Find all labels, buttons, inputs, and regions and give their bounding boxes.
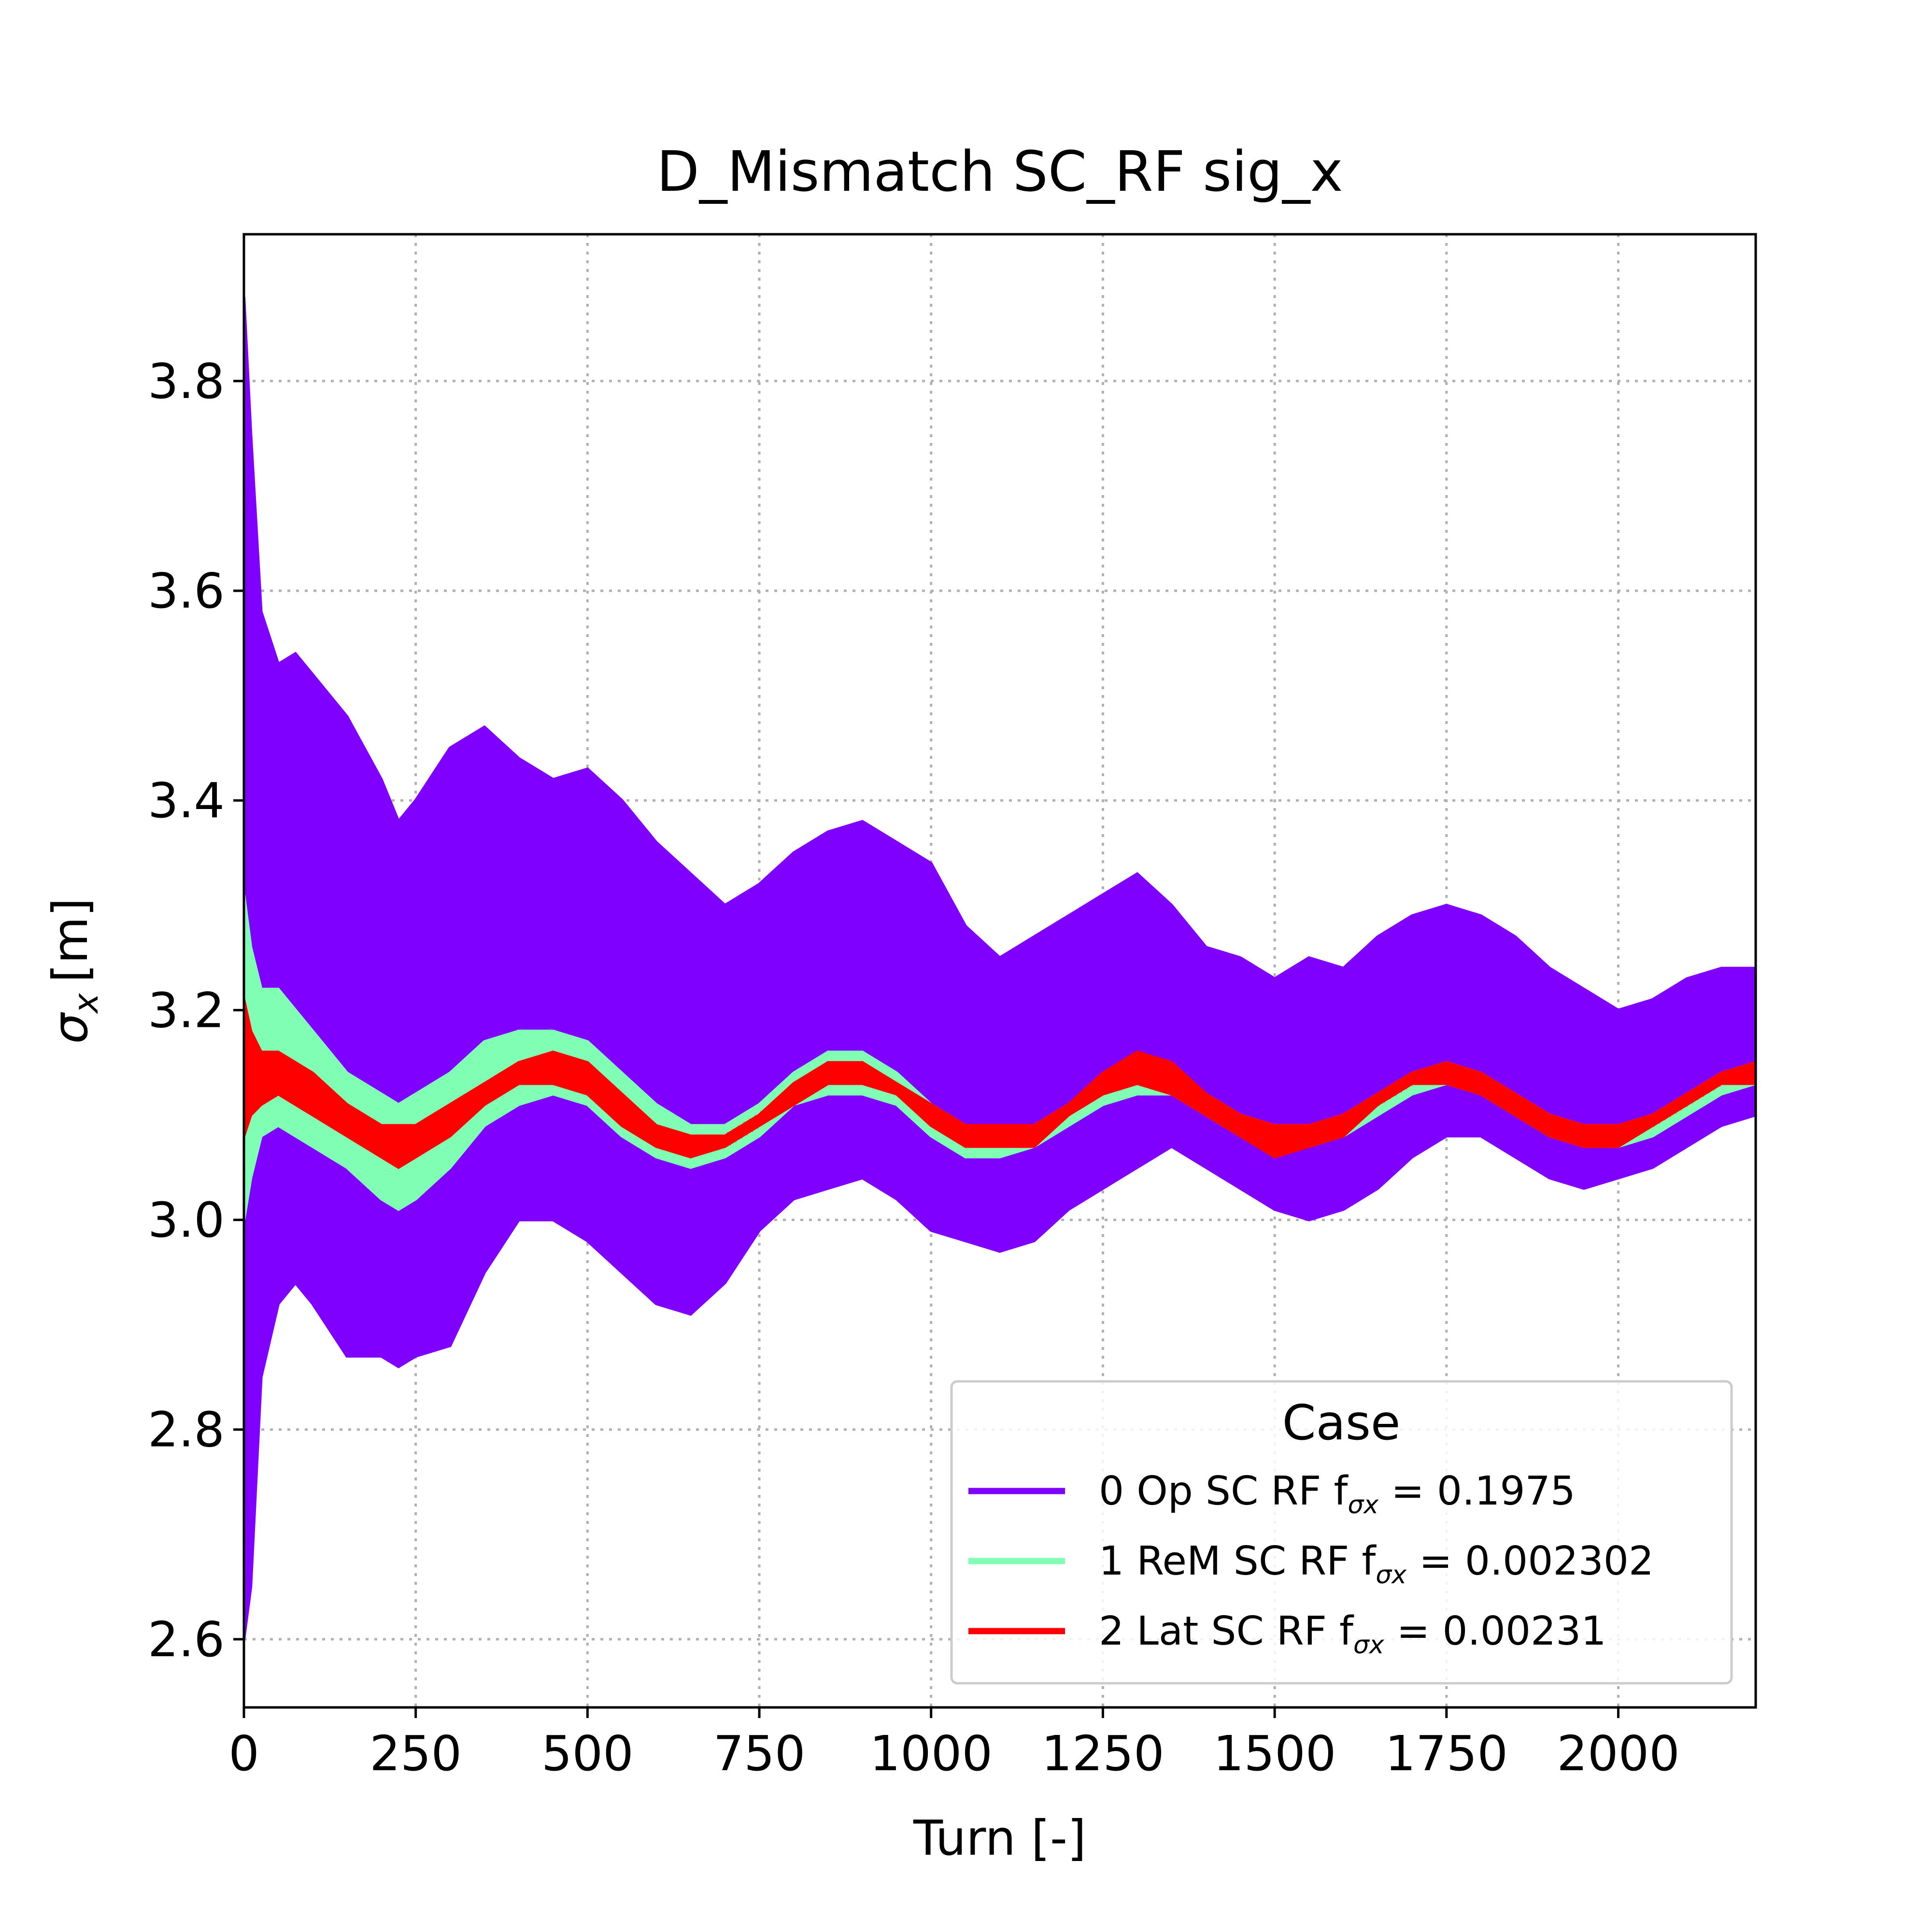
- x-tick-label: 1750: [1385, 1725, 1508, 1782]
- y-tick-label: 3.4: [148, 772, 225, 829]
- x-tick-label: 750: [713, 1725, 806, 1782]
- y-ticks: 2.6 2.8 3.0 3.2 3.4 3.6 3.8: [148, 353, 244, 1668]
- x-axis-label: Turn [-]: [913, 1810, 1086, 1866]
- series-layer: [244, 297, 1756, 1640]
- series-band-2: [244, 999, 1756, 1169]
- legend-box: [950, 1380, 1733, 1685]
- legend-label-1: 1 ReM SC RF fσx = 0.002302: [1099, 1538, 1654, 1590]
- svg-text:σx[m]: σx [m]: [42, 898, 106, 1044]
- x-tick-label: 500: [541, 1725, 634, 1782]
- y-tick-label: 2.8: [148, 1402, 225, 1458]
- legend-label-2: 2 Lat SC RF fσx = 0.00231: [1099, 1608, 1606, 1660]
- series-line-0: [244, 297, 1756, 1624]
- legend-entries: 0 Op SC RF fσx = 0.1975 1 ReM SC RF fσx =…: [968, 1468, 1654, 1660]
- y-tick-label: 3.2: [148, 982, 225, 1038]
- x-tick-label: 1250: [1041, 1725, 1165, 1782]
- x-tick-label: 1500: [1213, 1725, 1336, 1782]
- series-line-2: [244, 999, 1756, 1166]
- legend-label-0: 0 Op SC RF fσx = 0.1975: [1099, 1468, 1576, 1520]
- y-axis-label-symbol: σ: [42, 1012, 99, 1044]
- plot-frame: [242, 233, 1757, 1709]
- x-tick-label: 1000: [869, 1725, 993, 1782]
- x-tick-label: 2000: [1557, 1725, 1680, 1782]
- legend-title: Case: [1282, 1394, 1401, 1451]
- x-ticks: 0 250 500 750 1000 1250 1500 1750 2000: [228, 1707, 1680, 1782]
- x-tick-label: 250: [369, 1725, 462, 1782]
- legend: Case 0 Op SC RF fσx = 0.1975 1 ReM SC RF …: [950, 1380, 1733, 1685]
- chart-title: D_Mismatch SC_RF sig_x: [656, 140, 1343, 204]
- y-tick-label: 3.6: [148, 563, 225, 619]
- y-tick-label: 3.0: [148, 1192, 225, 1249]
- x-tick-label: 0: [228, 1725, 259, 1782]
- y-tick-label: 2.6: [148, 1611, 225, 1668]
- y-axis-label-sub: x: [66, 993, 106, 1014]
- y-axis-label-unit: [m]: [42, 898, 99, 982]
- y-axis-label: σx [m]: [42, 898, 106, 1044]
- y-tick-label: 3.8: [148, 353, 225, 410]
